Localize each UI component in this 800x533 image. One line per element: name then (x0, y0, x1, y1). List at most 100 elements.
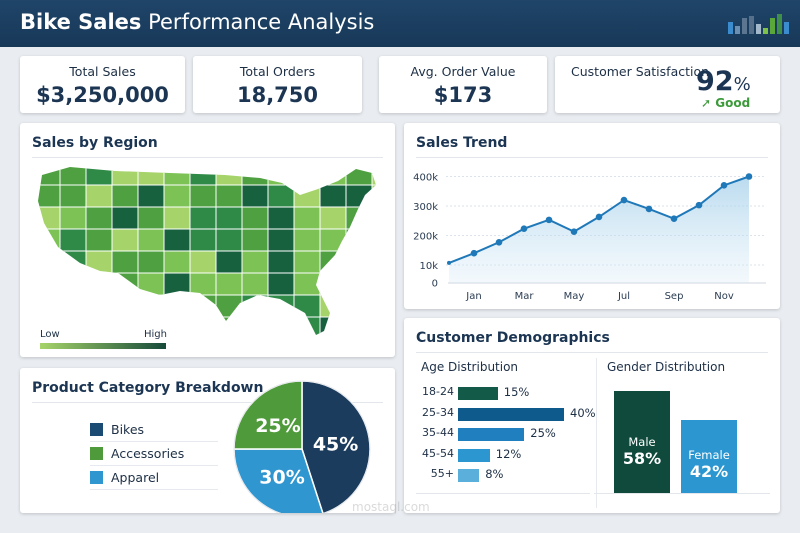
map-region[interactable] (371, 228, 395, 253)
map-region[interactable] (293, 206, 322, 231)
map-region[interactable] (137, 250, 166, 275)
data-point[interactable] (520, 225, 528, 233)
map-region[interactable] (371, 272, 395, 297)
map-region[interactable] (319, 184, 348, 209)
map-region[interactable] (371, 316, 395, 340)
map-region[interactable] (319, 228, 348, 253)
map-region[interactable] (189, 250, 218, 275)
map-region[interactable] (319, 316, 348, 340)
map-region[interactable] (345, 250, 374, 275)
map-region[interactable] (267, 294, 296, 319)
map-region[interactable] (189, 316, 218, 340)
map-region[interactable] (241, 228, 270, 253)
map-region[interactable] (137, 294, 166, 319)
map-region[interactable] (241, 272, 270, 297)
map-region[interactable] (59, 228, 88, 253)
map-region[interactable] (189, 184, 218, 209)
age-bar[interactable] (458, 407, 564, 421)
data-point[interactable] (720, 182, 728, 189)
map-region[interactable] (267, 228, 296, 253)
map-region[interactable] (189, 206, 218, 231)
map-region[interactable] (85, 184, 114, 209)
map-region[interactable] (189, 163, 218, 187)
map-region[interactable] (34, 206, 62, 231)
data-point[interactable] (745, 173, 753, 180)
map-region[interactable] (163, 206, 192, 231)
map-region[interactable] (345, 316, 374, 340)
map-region[interactable] (34, 184, 62, 209)
map-region[interactable] (137, 184, 166, 209)
map-region[interactable] (163, 163, 192, 187)
map-region[interactable] (293, 184, 322, 209)
map-region[interactable] (85, 228, 114, 253)
map-region[interactable] (267, 163, 296, 187)
age-bar[interactable] (458, 428, 525, 441)
map-region[interactable] (215, 294, 244, 319)
data-point[interactable] (470, 249, 478, 257)
data-point[interactable] (645, 205, 653, 213)
age-bar[interactable] (458, 469, 480, 482)
map-region[interactable] (163, 294, 192, 319)
map-region[interactable] (59, 294, 88, 319)
map-region[interactable] (59, 316, 88, 340)
map-region[interactable] (345, 163, 374, 187)
gender-bar[interactable]: Female 42% (681, 419, 737, 494)
map-region[interactable] (137, 272, 166, 297)
map-region[interactable] (59, 272, 88, 297)
map-region[interactable] (85, 316, 114, 340)
map-region[interactable] (111, 316, 140, 340)
map-region[interactable] (59, 250, 88, 275)
map-region[interactable] (319, 294, 348, 319)
map-region[interactable] (215, 250, 244, 275)
map-region[interactable] (163, 272, 192, 297)
map-region[interactable] (137, 228, 166, 253)
data-point[interactable] (570, 228, 578, 235)
map-region[interactable] (293, 228, 322, 253)
gender-bar[interactable]: Male 58% (614, 391, 670, 494)
map-region[interactable] (111, 184, 140, 209)
map-region[interactable] (267, 272, 296, 297)
map-region[interactable] (241, 184, 270, 209)
map-region[interactable] (85, 250, 114, 275)
data-point[interactable] (447, 260, 451, 265)
map-region[interactable] (215, 163, 244, 187)
map-region[interactable] (189, 294, 218, 319)
data-point[interactable] (545, 216, 553, 224)
data-point[interactable] (595, 213, 603, 221)
map-region[interactable] (189, 228, 218, 253)
map-region[interactable] (345, 272, 374, 297)
map-region[interactable] (319, 250, 348, 275)
map-region[interactable] (267, 250, 296, 275)
map-region[interactable] (371, 206, 395, 231)
data-point[interactable] (620, 196, 628, 204)
map-region[interactable] (319, 272, 348, 297)
map-region[interactable] (85, 163, 114, 187)
map-region[interactable] (215, 184, 244, 209)
map-region[interactable] (189, 272, 218, 297)
data-point[interactable] (695, 201, 703, 209)
map-region[interactable] (111, 206, 140, 231)
map-region[interactable] (59, 163, 88, 187)
map-region[interactable] (137, 206, 166, 231)
map-region[interactable] (85, 206, 114, 231)
map-region[interactable] (85, 272, 114, 297)
map-region[interactable] (241, 316, 270, 340)
map-region[interactable] (59, 206, 88, 231)
map-region[interactable] (293, 316, 322, 340)
map-region[interactable] (215, 272, 244, 297)
map-region[interactable] (34, 250, 62, 275)
map-region[interactable] (345, 184, 374, 209)
map-region[interactable] (163, 228, 192, 253)
map-region[interactable] (34, 163, 62, 187)
map-region[interactable] (215, 228, 244, 253)
map-region[interactable] (345, 206, 374, 231)
map-region[interactable] (371, 163, 395, 187)
map-region[interactable] (345, 294, 374, 319)
map-region[interactable] (163, 316, 192, 340)
map-region[interactable] (267, 206, 296, 231)
map-region[interactable] (111, 250, 140, 275)
age-bar[interactable] (458, 448, 490, 462)
map-region[interactable] (111, 272, 140, 297)
map-region[interactable] (319, 206, 348, 231)
map-region[interactable] (111, 163, 140, 187)
